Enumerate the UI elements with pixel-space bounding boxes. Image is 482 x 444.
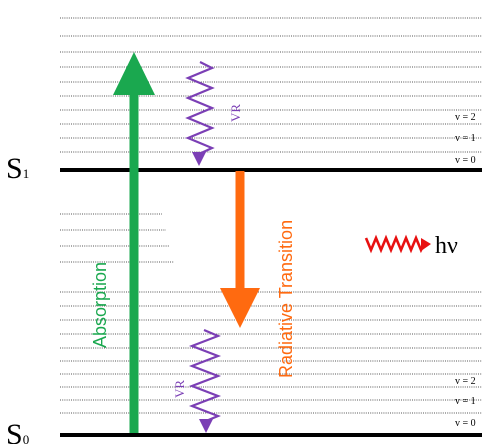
hv-label: hν — [435, 233, 458, 259]
absorption-arrowhead — [113, 52, 155, 95]
s1-v0-label: v = 0 — [455, 155, 476, 166]
vr-lower-wave — [188, 328, 222, 423]
photon-wave — [364, 234, 426, 254]
s1-v1-label: v = 1 — [455, 133, 476, 144]
radiative-arrowhead — [220, 288, 260, 328]
s0-v0-label: v = 0 — [455, 418, 476, 429]
s0-v2-label: v = 2 — [455, 376, 476, 387]
vr-upper-arrowhead — [192, 152, 206, 166]
vr-lower-arrowhead — [199, 419, 213, 433]
s0-vibrational-levels — [60, 291, 482, 414]
vr-lower-label: VR — [172, 380, 187, 398]
intermediate-levels-left — [60, 213, 174, 263]
absorption-arrow — [113, 52, 155, 433]
photon-emission — [364, 234, 431, 254]
s0-state-label: S0 — [6, 418, 29, 444]
s0-v1-label: v = 1 — [455, 396, 476, 407]
vr-upper-arrow — [185, 61, 215, 166]
vr-upper-wave — [185, 61, 215, 155]
s1-state-label: S1 — [6, 152, 29, 185]
photon-arrowhead — [421, 238, 431, 251]
vr-upper-label: VR — [228, 104, 243, 122]
s1-v2-label: v = 2 — [455, 112, 476, 123]
radiative-transition-label: Radiative Transition — [276, 220, 296, 378]
vr-lower-arrow — [188, 328, 222, 433]
radiative-arrow — [220, 171, 260, 328]
absorption-label: Absorption — [90, 262, 110, 348]
